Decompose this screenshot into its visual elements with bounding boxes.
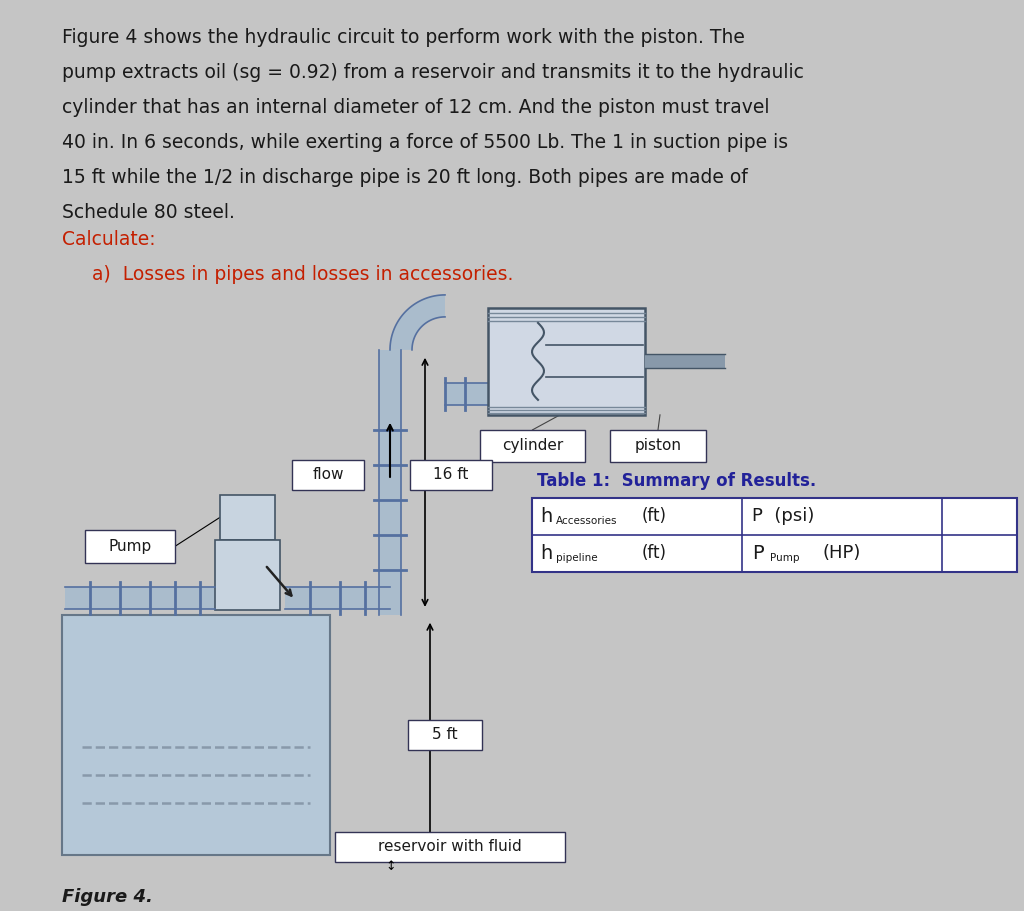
Polygon shape bbox=[390, 295, 445, 350]
Text: Schedule 80 steel.: Schedule 80 steel. bbox=[62, 203, 234, 222]
Text: ↕: ↕ bbox=[385, 860, 395, 873]
Text: 40 in. In 6 seconds, while exerting a force of 5500 Lb. The 1 in suction pipe is: 40 in. In 6 seconds, while exerting a fo… bbox=[62, 133, 788, 152]
Bar bbox=[480, 430, 585, 462]
Bar bbox=[410, 460, 492, 490]
Text: piston: piston bbox=[635, 438, 682, 454]
Text: Table 1:  Summary of Results.: Table 1: Summary of Results. bbox=[537, 472, 816, 490]
Text: 15 ft while the 1/2 in discharge pipe is 20 ft long. Both pipes are made of: 15 ft while the 1/2 in discharge pipe is… bbox=[62, 168, 748, 187]
Bar bbox=[292, 460, 364, 490]
Text: reservoir with fluid: reservoir with fluid bbox=[378, 839, 522, 855]
Bar bbox=[379, 350, 401, 615]
Bar bbox=[220, 495, 275, 540]
Text: pump extracts oil (sg = 0.92) from a reservoir and transmits it to the hydraulic: pump extracts oil (sg = 0.92) from a res… bbox=[62, 63, 804, 82]
Text: cylinder that has an internal diameter of 12 cm. And the piston must travel: cylinder that has an internal diameter o… bbox=[62, 98, 769, 117]
Text: h: h bbox=[540, 507, 552, 526]
Text: flow: flow bbox=[312, 467, 344, 482]
Bar bbox=[532, 497, 1017, 572]
Text: Pump: Pump bbox=[109, 538, 152, 554]
Text: cylinder: cylinder bbox=[502, 438, 563, 454]
Text: Pump: Pump bbox=[770, 553, 800, 563]
Bar bbox=[335, 832, 565, 862]
Bar bbox=[215, 540, 280, 609]
Text: P  (psi): P (psi) bbox=[752, 507, 814, 526]
Bar bbox=[62, 615, 330, 855]
Bar bbox=[285, 587, 390, 609]
Bar bbox=[610, 430, 706, 462]
Text: 16 ft: 16 ft bbox=[433, 467, 469, 482]
Text: (ft): (ft) bbox=[642, 507, 667, 526]
Bar bbox=[85, 530, 175, 563]
Bar bbox=[65, 587, 215, 609]
Text: pipeline: pipeline bbox=[556, 553, 598, 563]
Text: h: h bbox=[540, 544, 552, 563]
Text: (HP): (HP) bbox=[822, 545, 860, 562]
Text: Figure 4 shows the hydraulic circuit to perform work with the piston. The: Figure 4 shows the hydraulic circuit to … bbox=[62, 28, 744, 47]
Text: 5 ft: 5 ft bbox=[432, 727, 458, 742]
Text: (ft): (ft) bbox=[642, 545, 667, 562]
Text: P: P bbox=[752, 544, 764, 563]
Text: Figure 4.: Figure 4. bbox=[62, 887, 153, 906]
Bar bbox=[645, 354, 725, 368]
Bar bbox=[408, 720, 482, 750]
Text: Calculate:: Calculate: bbox=[62, 230, 156, 249]
Text: Accessories: Accessories bbox=[556, 517, 617, 527]
Bar bbox=[445, 383, 488, 404]
Bar bbox=[488, 308, 645, 415]
Text: a)  Losses in pipes and losses in accessories.: a) Losses in pipes and losses in accesso… bbox=[92, 265, 513, 284]
